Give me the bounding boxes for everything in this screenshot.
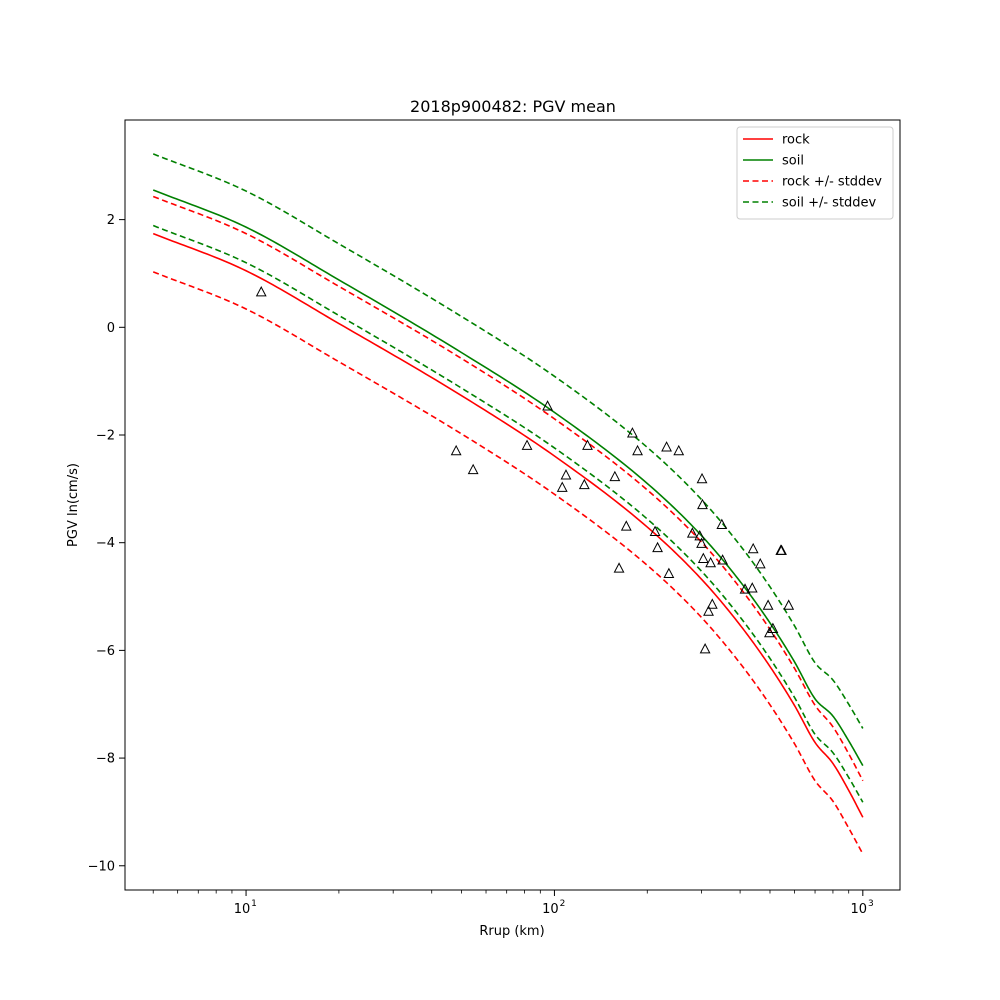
observation-point [697, 498, 708, 510]
observation-point [560, 469, 572, 480]
observation-point [716, 518, 728, 530]
x-tick-exponent: 1 [251, 899, 257, 909]
y-tick-label: −10 [88, 859, 115, 874]
observation-point [450, 444, 462, 456]
legend-label: rock [782, 133, 810, 148]
series-line-3 [152, 195, 864, 782]
y-tick-label: 0 [107, 321, 115, 336]
observation-point [705, 556, 717, 568]
observation-point [632, 444, 643, 456]
series-line-1 [152, 232, 864, 818]
legend-label: soil [782, 154, 804, 169]
observation-point [747, 542, 759, 554]
observation-point [255, 286, 267, 297]
observation-point [686, 527, 698, 538]
legend-label: soil +/- stddev [782, 196, 877, 211]
observation-point [521, 439, 533, 450]
observation-point [697, 552, 709, 563]
observation-point [696, 537, 707, 548]
observation-point [542, 400, 553, 411]
y-tick-label: 2 [107, 213, 115, 228]
chart-title: 2018p900482: PGV mean [410, 97, 616, 116]
legend-label: rock +/- stddev [782, 175, 882, 190]
plot-area [152, 153, 864, 855]
observation-point [703, 605, 714, 616]
y-tick-label: −4 [96, 536, 115, 551]
observation-point [717, 554, 729, 565]
observation-point [767, 622, 779, 633]
observation-point [699, 643, 711, 654]
observation-point [739, 583, 751, 594]
x-tick-exponent: 2 [560, 899, 566, 909]
observation-point [663, 567, 675, 579]
observation-point [776, 544, 787, 555]
legend: rock soil rock +/- stddev soil +/- stddev [736, 126, 894, 220]
observation-point [609, 470, 621, 482]
x-tick-label: 10 [851, 902, 868, 917]
x-tick-exponent: 3 [868, 899, 874, 909]
observation-point [626, 427, 638, 438]
series-line-6 [152, 224, 864, 803]
observation-point [649, 525, 661, 537]
series-line-4 [152, 271, 864, 855]
observation-point [783, 599, 795, 610]
x-axis-title: Rrup (km) [479, 924, 544, 939]
observation-point [467, 463, 479, 475]
observation-point [578, 478, 590, 490]
observation-point [696, 472, 708, 484]
observation-point [754, 557, 766, 569]
x-tick-label: 10 [234, 902, 251, 917]
plot-frame [124, 119, 901, 891]
y-tick-label: −8 [96, 752, 115, 767]
observation-point [762, 599, 774, 610]
observation-point [620, 520, 632, 531]
x-tick-label: 10 [542, 902, 559, 917]
y-tick-label: −2 [96, 429, 115, 444]
observation-point [652, 541, 663, 553]
observation-point [661, 441, 672, 452]
observation-point [746, 582, 758, 593]
y-tick-label: −6 [96, 644, 115, 659]
observation-point [673, 444, 685, 456]
observation-point [556, 481, 568, 492]
observation-point [706, 598, 718, 609]
series-line-5 [152, 153, 864, 729]
observation-point [582, 439, 593, 450]
observation-point [613, 562, 625, 573]
observation-point [694, 529, 706, 541]
y-axis-title: PGV ln(cm/s) [66, 463, 81, 547]
legend-box [736, 126, 894, 220]
axes: 10 1 10 2 10 320−2−4−6−8−10 [88, 213, 874, 917]
